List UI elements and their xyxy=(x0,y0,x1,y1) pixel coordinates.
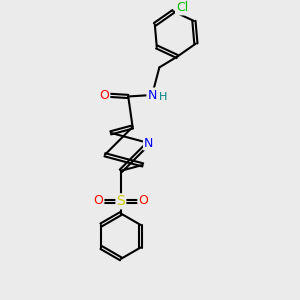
Text: N: N xyxy=(144,136,153,149)
Text: Cl: Cl xyxy=(176,2,188,14)
Text: S: S xyxy=(116,194,125,208)
Text: N: N xyxy=(147,88,157,101)
Text: H: H xyxy=(159,92,167,102)
Text: O: O xyxy=(138,194,148,207)
Text: O: O xyxy=(94,194,103,207)
Text: O: O xyxy=(100,88,110,101)
